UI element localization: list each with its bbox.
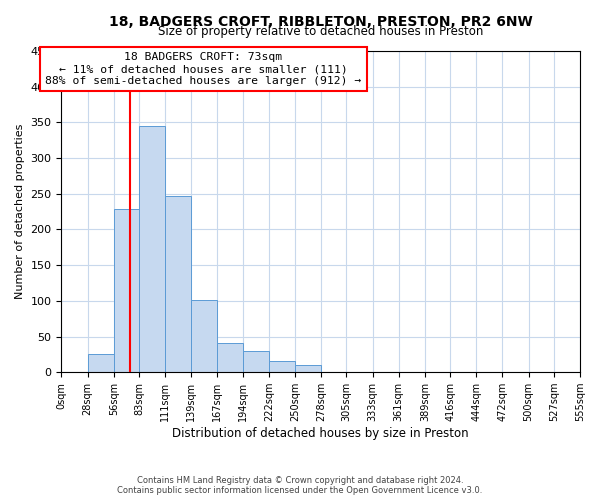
X-axis label: Distribution of detached houses by size in Preston: Distribution of detached houses by size … bbox=[172, 427, 469, 440]
Text: Contains HM Land Registry data © Crown copyright and database right 2024.
Contai: Contains HM Land Registry data © Crown c… bbox=[118, 476, 482, 495]
Bar bbox=[139, 126, 165, 372]
Bar bbox=[242, 351, 269, 372]
Bar bbox=[217, 343, 242, 372]
Y-axis label: Number of detached properties: Number of detached properties bbox=[15, 124, 25, 300]
Bar bbox=[191, 300, 217, 372]
Bar bbox=[295, 365, 321, 372]
Text: 18 BADGERS CROFT: 73sqm
← 11% of detached houses are smaller (111)
88% of semi-d: 18 BADGERS CROFT: 73sqm ← 11% of detache… bbox=[46, 52, 362, 86]
Bar bbox=[88, 354, 114, 372]
Bar bbox=[269, 361, 295, 372]
Bar bbox=[165, 196, 191, 372]
Title: 18, BADGERS CROFT, RIBBLETON, PRESTON, PR2 6NW: 18, BADGERS CROFT, RIBBLETON, PRESTON, P… bbox=[109, 15, 533, 29]
Bar bbox=[114, 210, 139, 372]
Text: Size of property relative to detached houses in Preston: Size of property relative to detached ho… bbox=[158, 25, 484, 38]
